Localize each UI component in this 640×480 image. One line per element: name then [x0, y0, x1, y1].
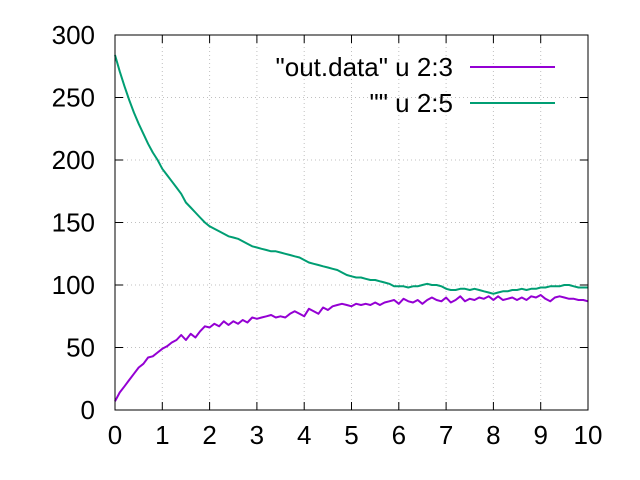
x-tick-label: 2: [202, 420, 216, 450]
legend-label-1: "out.data" u 2:3: [276, 52, 453, 82]
y-tick-label: 250: [52, 83, 95, 113]
legend-label-2: "" u 2:5: [369, 88, 453, 118]
x-tick-label: 3: [250, 420, 264, 450]
x-tick-label: 8: [486, 420, 500, 450]
y-tick-label: 300: [52, 20, 95, 50]
legend: "out.data" u 2:3 "" u 2:5: [276, 52, 555, 118]
y-tick-label: 150: [52, 208, 95, 238]
x-tick-label: 1: [155, 420, 169, 450]
x-tick-label: 5: [344, 420, 358, 450]
y-tick-label: 50: [66, 333, 95, 363]
x-tick-label: 0: [108, 420, 122, 450]
series-line-1: [114, 294, 589, 402]
x-tick-label: 4: [297, 420, 311, 450]
x-tick-label: 10: [574, 420, 603, 450]
x-tick-label: 9: [533, 420, 547, 450]
y-tick-label: 100: [52, 270, 95, 300]
x-tick-label: 7: [439, 420, 453, 450]
series-lines: [114, 54, 589, 402]
series-line-2: [114, 54, 588, 295]
y-tick-label: 0: [81, 395, 95, 425]
grid-lines: [115, 35, 588, 410]
y-tick-label: 200: [52, 145, 95, 175]
x-tick-label: 6: [392, 420, 406, 450]
